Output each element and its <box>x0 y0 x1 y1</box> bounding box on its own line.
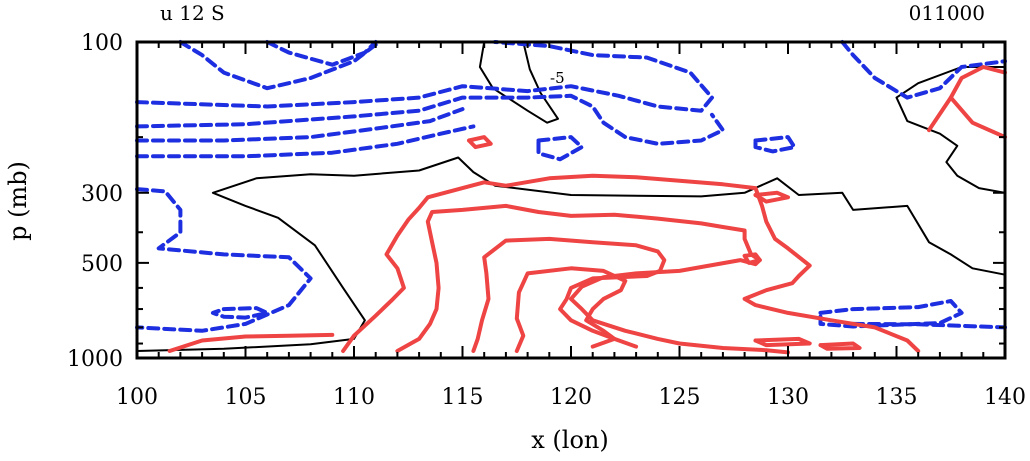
contour-negative-3 <box>135 187 313 333</box>
contour-positive-27 <box>818 341 862 351</box>
contour-negative-7 <box>135 107 465 143</box>
contour-positive-21 <box>927 65 1007 133</box>
x-tick-label: 115 <box>442 385 484 410</box>
contour-positive-26 <box>753 336 812 348</box>
y-tick-label: 1000 <box>67 347 123 372</box>
contour-negative-11 <box>536 135 584 162</box>
x-tick-label: 100 <box>116 385 158 410</box>
x-tick-label: 140 <box>984 385 1026 410</box>
contour-zero-1 <box>895 66 1006 194</box>
chart-title-left: u 12 S <box>160 1 225 25</box>
contour-negative-12 <box>753 135 797 154</box>
contour-positive-22 <box>948 95 1007 140</box>
contour-negative-4 <box>210 306 270 320</box>
contour-positive-23 <box>467 135 493 150</box>
contour-negative-9 <box>178 40 378 91</box>
contour-positive-25 <box>742 252 762 265</box>
contour-zero-2 <box>478 41 559 124</box>
contour-positive-19 <box>514 266 628 353</box>
x-tick-label: 135 <box>876 385 918 410</box>
chart-title-right: 011000 <box>909 1 985 25</box>
x-tick-label: 105 <box>225 385 267 410</box>
y-tick-label: 300 <box>81 182 123 207</box>
contour-negative-10 <box>265 40 378 67</box>
contour-label: -5 <box>550 69 565 87</box>
contour-positive-18 <box>471 236 667 353</box>
contour-positive-16 <box>341 173 921 353</box>
plot-frame <box>135 40 1007 360</box>
contour-positive-20 <box>167 332 335 353</box>
contour-negative-8 <box>135 124 476 159</box>
contour-positive-17 <box>395 203 790 355</box>
tick-labels: 100 105 110 115 120 125 130 135 140 100 300 500 1000 <box>67 31 1026 410</box>
contour-positive-24 <box>753 190 790 204</box>
contour-negative-13 <box>840 40 1007 100</box>
contour-negative-6 <box>135 93 725 146</box>
x-axis-label: x (lon) <box>531 426 608 454</box>
contour-negative-5 <box>135 40 714 113</box>
y-axis-label: p (mb) <box>4 161 32 241</box>
y-tick-label: 100 <box>81 31 123 56</box>
contour-zero-0 <box>136 156 1006 352</box>
x-tick-label: 130 <box>767 385 809 410</box>
x-tick-label: 110 <box>333 385 375 410</box>
contour-lines <box>135 40 1007 355</box>
y-tick-label: 500 <box>81 252 123 277</box>
x-tick-label: 120 <box>550 385 592 410</box>
contour-negative-14 <box>818 299 964 329</box>
contour-negative-15 <box>851 321 1007 330</box>
x-tick-label: 125 <box>659 385 701 410</box>
